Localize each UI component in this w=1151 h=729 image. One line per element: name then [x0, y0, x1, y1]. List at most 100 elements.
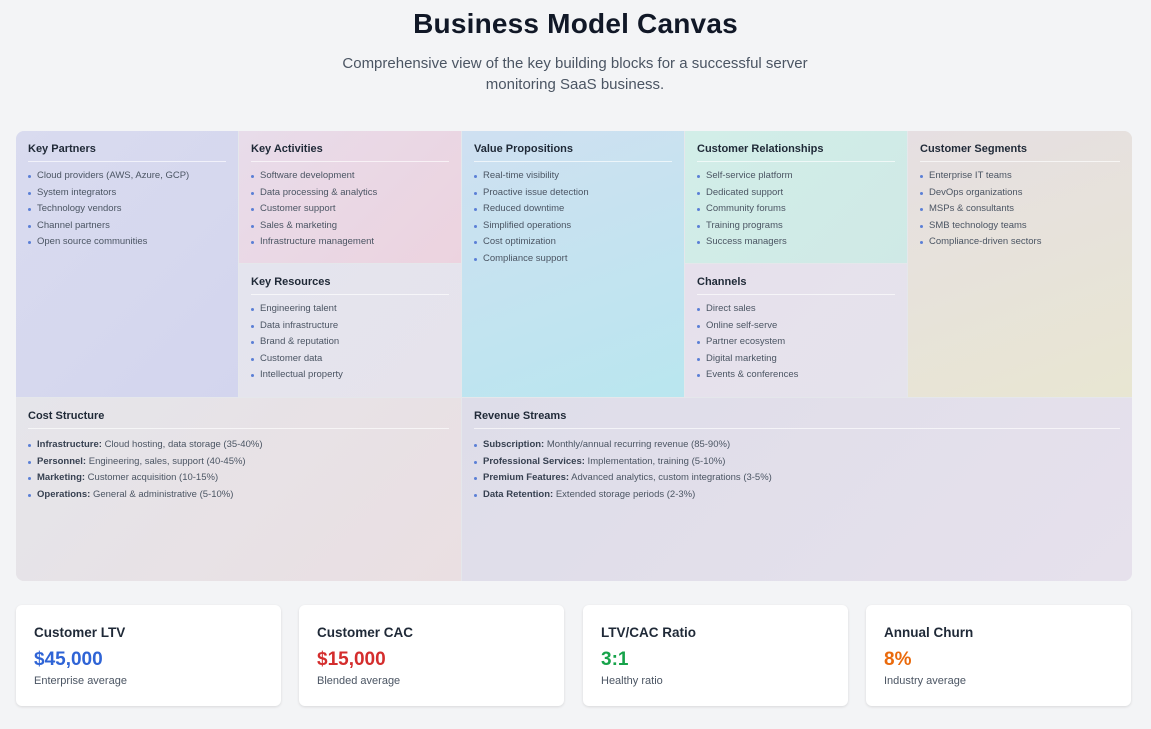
block-list: Direct sales Online self-serve Partner e… — [697, 301, 895, 384]
list-item: Technology vendors — [28, 201, 226, 218]
list-item: Partner ecosystem — [697, 334, 895, 351]
block-key-activities: Key Activities Software development Data… — [239, 131, 461, 263]
item-label: Data Retention: — [483, 488, 554, 500]
block-key-resources: Key Resources Engineering talent Data in… — [239, 264, 461, 397]
list-item: Reduced downtime — [474, 201, 672, 218]
block-title: Key Partners — [28, 143, 226, 162]
metric-value: $45,000 — [34, 649, 103, 670]
item-text: Cloud hosting, data storage (35-40%) — [101, 439, 263, 450]
list-item: Intellectual property — [251, 367, 449, 384]
list-item: Infrastructure: Cloud hosting, data stor… — [28, 437, 449, 454]
list-item: Software development — [251, 168, 449, 185]
item-text: General & administrative (5-10%) — [90, 488, 234, 500]
list-item: Direct sales — [697, 301, 895, 318]
item-text: Advanced analytics, custom integrations … — [569, 472, 772, 484]
list-item: Success managers — [697, 234, 895, 251]
metric-card-annual-churn: Annual Churn 8% Industry average — [866, 605, 1131, 706]
block-customer-relationships: Customer Relationships Self-service plat… — [685, 131, 907, 263]
list-item: Enterprise IT teams — [920, 168, 1120, 185]
item-label: Operations: — [37, 488, 91, 500]
block-cost-structure: Cost Structure Infrastructure: Cloud hos… — [16, 398, 461, 581]
list-item: Open source communities — [28, 234, 226, 251]
item-text: Implementation, training (5-10%) — [584, 455, 726, 467]
block-list: Real-time visibility Proactive issue det… — [474, 168, 672, 268]
metric-label: LTV/CAC Ratio — [601, 625, 696, 640]
page-title: Business Model Canvas — [413, 8, 738, 39]
list-item: Professional Services: Implementation, t… — [474, 454, 1120, 471]
item-label: Personnel: — [37, 455, 87, 467]
metric-card-cac: Customer CAC $15,000 Blended average — [299, 605, 564, 706]
list-item: Cost optimization — [474, 234, 672, 251]
metric-value: $15,000 — [317, 649, 386, 670]
list-item: Channel partners — [28, 218, 226, 235]
item-text: Customer acquisition (10-15%) — [85, 472, 219, 484]
page-subtitle: Comprehensive view of the key building b… — [342, 55, 808, 93]
block-value-propositions: Value Propositions Real-time visibility … — [462, 131, 684, 397]
block-list: Cloud providers (AWS, Azure, GCP) System… — [28, 168, 226, 251]
list-item: Data processing & analytics — [251, 185, 449, 202]
list-item: Real-time visibility — [474, 168, 672, 185]
list-item: Dedicated support — [697, 185, 895, 202]
item-label: Premium Features: — [483, 472, 570, 484]
block-title: Customer Segments — [920, 143, 1120, 162]
list-item: Data infrastructure — [251, 318, 449, 335]
business-model-canvas: Key Partners Cloud providers (AWS, Azure… — [16, 131, 1132, 581]
list-item: Premium Features: Advanced analytics, cu… — [474, 470, 1120, 487]
item-label: Marketing: — [37, 472, 86, 484]
metric-note: Industry average — [884, 675, 966, 687]
metric-value: 8% — [884, 649, 912, 670]
list-item: Self-service platform — [697, 168, 895, 185]
list-item: Proactive issue detection — [474, 185, 672, 202]
list-item: Community forums — [697, 201, 895, 218]
list-item: Digital marketing — [697, 351, 895, 368]
metric-label: Annual Churn — [884, 625, 974, 640]
list-item: Customer data — [251, 351, 449, 368]
list-item: Simplified operations — [474, 218, 672, 235]
block-list: Self-service platform Dedicated support … — [697, 168, 895, 251]
list-item: Infrastructure management — [251, 234, 449, 251]
metric-note: Enterprise average — [34, 675, 127, 687]
block-title: Key Resources — [251, 276, 449, 295]
metric-note: Blended average — [317, 675, 401, 687]
block-title: Value Propositions — [474, 143, 672, 162]
block-list: Software development Data processing & a… — [251, 168, 449, 251]
block-title: Customer Relationships — [697, 143, 895, 162]
item-label: Subscription: — [483, 439, 545, 450]
list-item: Customer support — [251, 201, 449, 218]
metric-label: Customer CAC — [317, 625, 414, 640]
metric-label: Customer LTV — [34, 625, 126, 640]
item-text: Monthly/annual recurring revenue (85-90%… — [544, 439, 731, 450]
list-item: Cloud providers (AWS, Azure, GCP) — [28, 168, 226, 185]
list-item: SMB technology teams — [920, 218, 1120, 235]
block-list: Enterprise IT teams DevOps organizations… — [920, 168, 1120, 251]
block-list: Subscription: Monthly/annual recurring r… — [474, 437, 1120, 503]
block-customer-segments: Customer Segments Enterprise IT teams De… — [908, 131, 1132, 397]
block-key-partners: Key Partners Cloud providers (AWS, Azure… — [16, 131, 238, 397]
list-item: MSPs & consultants — [920, 201, 1120, 218]
item-label: Infrastructure: — [37, 439, 102, 450]
list-item: Sales & marketing — [251, 218, 449, 235]
list-item: Marketing: Customer acquisition (10-15%) — [28, 470, 449, 487]
metric-card-ltv: Customer LTV $45,000 Enterprise average — [16, 605, 281, 706]
metric-card-ltv-cac-ratio: LTV/CAC Ratio 3:1 Healthy ratio — [583, 605, 848, 706]
block-title: Cost Structure — [28, 410, 449, 429]
list-item: Subscription: Monthly/annual recurring r… — [474, 437, 1120, 454]
list-item: Training programs — [697, 218, 895, 235]
list-item: Personnel: Engineering, sales, support (… — [28, 454, 449, 471]
list-item: Events & conferences — [697, 367, 895, 384]
list-item: Brand & reputation — [251, 334, 449, 351]
list-item: System integrators — [28, 185, 226, 202]
list-item: Compliance support — [474, 251, 672, 268]
block-list: Infrastructure: Cloud hosting, data stor… — [28, 437, 449, 503]
item-label: Professional Services: — [483, 455, 585, 467]
list-item: DevOps organizations — [920, 185, 1120, 202]
item-text: Engineering, sales, support (40-45%) — [86, 455, 246, 467]
block-channels: Channels Direct sales Online self-serve … — [685, 264, 907, 397]
block-title: Revenue Streams — [474, 410, 1120, 429]
block-title: Channels — [697, 276, 895, 295]
metric-value: 3:1 — [601, 649, 629, 670]
block-list: Engineering talent Data infrastructure B… — [251, 301, 449, 384]
item-text: Extended storage periods (2-3%) — [553, 488, 696, 500]
list-item: Data Retention: Extended storage periods… — [474, 487, 1120, 504]
list-item: Online self-serve — [697, 318, 895, 335]
